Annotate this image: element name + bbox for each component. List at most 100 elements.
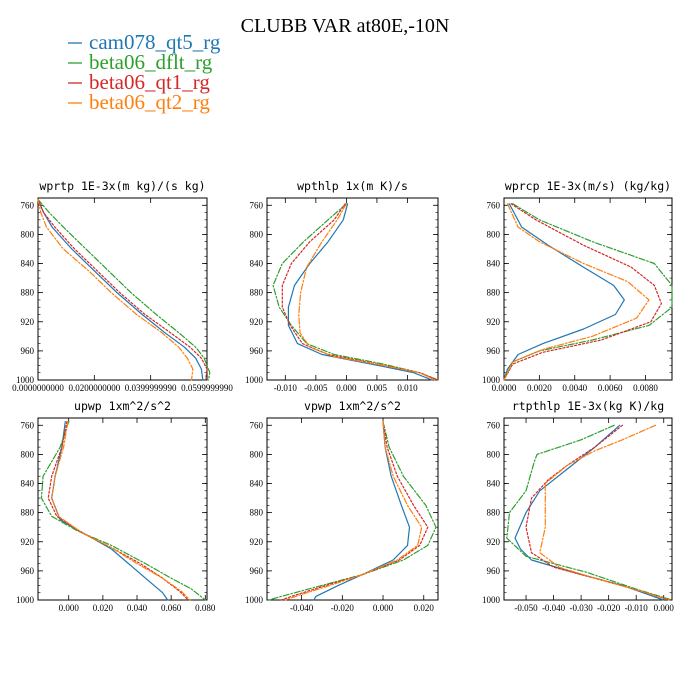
panel-title: wpthlp 1x(m K)/s — [297, 179, 408, 193]
series-line-beta06_dflt_rg — [268, 421, 437, 601]
x-tick-label: -0.005 — [304, 383, 328, 393]
panels: wprtp 1E-3x(m kg)/(s kg) 760 800 840 880 920 9… — [12, 179, 674, 613]
y-tick-label: 880 — [250, 288, 264, 298]
x-tick-label: 0.0040 — [562, 383, 587, 393]
x-tick-label: -0.010 — [625, 603, 649, 613]
series-line-beta06_qt2_rg — [298, 203, 436, 381]
plot-frame — [266, 417, 439, 601]
y-tick-label: 760 — [250, 200, 264, 210]
series-line-beta06_qt2_rg — [37, 198, 194, 381]
panel-5: rtpthlp 1E-3x(kg K)/kg 760 800 840 880 920 960… — [482, 399, 674, 613]
series-line-beta06_qt2_rg — [51, 421, 191, 601]
panel-4: vpwp 1xm^2/s^2 760 800 840 880 920 960 1000 -0.0… — [245, 399, 439, 613]
y-tick-label: 920 — [21, 317, 35, 327]
y-tick-label: 760 — [21, 420, 35, 430]
y-tick-label: 800 — [250, 229, 264, 239]
y-tick-label: 840 — [487, 259, 501, 269]
series-line-cam078_qt5_rg — [287, 203, 433, 381]
panel-title: rtpthlp 1E-3x(kg K)/kg — [512, 399, 664, 413]
x-tick-label: -0.040 — [542, 603, 566, 613]
y-tick-label: 880 — [487, 508, 501, 518]
y-tick-label: 880 — [487, 288, 501, 298]
x-tick-label: 0.0020 — [527, 383, 552, 393]
x-tick-label: 0.0060 — [598, 383, 623, 393]
series-line-beta06_qt1_rg — [37, 198, 208, 381]
x-tick-label: 0.020 — [93, 603, 114, 613]
x-tick-label: 0.0399999990 — [125, 383, 177, 393]
legend-label: beta06_qt1_rg — [89, 70, 210, 94]
y-tick-label: 960 — [21, 346, 35, 356]
series-line-cam078_qt5_rg — [51, 421, 169, 601]
series-line-beta06_dflt_rg — [40, 421, 206, 601]
panel-3: upwp 1xm^2/s^2 760 800 840 880 920 960 1000 0.00… — [16, 399, 216, 613]
series-line-beta06_qt2_rg — [503, 203, 650, 381]
y-tick-label: 880 — [21, 508, 35, 518]
y-tick-label: 920 — [250, 317, 264, 327]
x-tick-label: 0.040 — [127, 603, 148, 613]
series-line-cam078_qt5_rg — [37, 198, 204, 381]
y-tick-label: 960 — [250, 346, 264, 356]
x-tick-label: 0.000 — [59, 603, 80, 613]
x-tick-label: 0.080 — [195, 603, 216, 613]
series-line-beta06_qt1_rg — [47, 421, 189, 601]
x-tick-label: 0.060 — [161, 603, 182, 613]
figure-title: CLUBB VAR at80E,-10N — [241, 15, 450, 37]
y-tick-label: 960 — [487, 346, 501, 356]
y-tick-label: 960 — [250, 566, 264, 576]
panel-title: wprcp 1E-3x(m/s) (kg/kg) — [505, 179, 671, 193]
plot-frame — [503, 417, 673, 601]
x-tick-label: -0.030 — [569, 603, 593, 613]
y-tick-label: 760 — [487, 200, 501, 210]
panel-0: wprtp 1E-3x(m kg)/(s kg) 760 800 840 880 920 9… — [12, 179, 233, 393]
plot-frame — [37, 197, 208, 381]
y-tick-label: 800 — [487, 229, 501, 239]
y-tick-label: 760 — [250, 420, 264, 430]
x-tick-label: -0.040 — [290, 603, 314, 613]
y-tick-label: 1000 — [16, 375, 35, 385]
y-tick-label: 840 — [21, 259, 35, 269]
y-tick-label: 920 — [21, 537, 35, 547]
y-tick-label: 840 — [487, 479, 501, 489]
legend-label: beta06_qt2_rg — [89, 90, 210, 114]
panel-title: upwp 1xm^2/s^2 — [74, 399, 171, 413]
y-tick-label: 880 — [250, 508, 264, 518]
plot-frame — [37, 417, 208, 601]
panel-1: wpthlp 1x(m K)/s 760 800 840 880 920 960 1000 -0… — [245, 179, 439, 393]
y-tick-label: 800 — [250, 449, 264, 459]
x-tick-label: 0.010 — [397, 383, 418, 393]
y-tick-label: 920 — [487, 537, 501, 547]
x-tick-label: 0.005 — [367, 383, 388, 393]
y-tick-label: 760 — [21, 200, 35, 210]
series-line-beta06_dflt_rg — [506, 424, 673, 601]
series-line-beta06_qt2_rg — [539, 424, 670, 601]
x-tick-label: 0.000 — [654, 603, 675, 613]
series-line-beta06_dflt_rg — [272, 203, 439, 381]
y-tick-label: 1000 — [245, 595, 264, 605]
y-tick-label: 840 — [21, 479, 35, 489]
x-tick-label: 0.0000000000 — [12, 383, 64, 393]
panel-title: vpwp 1xm^2/s^2 — [304, 399, 401, 413]
x-tick-label: 0.000 — [336, 383, 357, 393]
legend-label: beta06_dflt_rg — [89, 50, 213, 74]
y-tick-label: 920 — [250, 537, 264, 547]
y-tick-label: 800 — [487, 449, 501, 459]
y-tick-label: 840 — [250, 479, 264, 489]
legend-label: cam078_qt5_rg — [89, 30, 221, 54]
x-tick-label: 0.0080 — [633, 383, 658, 393]
series-line-cam078_qt5_rg — [503, 203, 625, 381]
y-tick-label: 920 — [487, 317, 501, 327]
y-tick-label: 800 — [21, 449, 35, 459]
series-line-beta06_qt1_rg — [503, 203, 662, 381]
x-tick-label: -0.010 — [274, 383, 298, 393]
y-tick-label: 840 — [250, 259, 264, 269]
series-line-beta06_dflt_rg — [37, 198, 211, 381]
y-tick-label: 1000 — [245, 375, 264, 385]
y-tick-label: 960 — [487, 566, 501, 576]
x-tick-label: -0.050 — [514, 603, 538, 613]
y-tick-label: 1000 — [16, 595, 35, 605]
x-tick-label: -0.020 — [331, 603, 355, 613]
y-tick-label: 1000 — [482, 375, 501, 385]
series-line-beta06_qt1_rg — [280, 421, 429, 601]
x-tick-label: 0.000 — [373, 603, 394, 613]
